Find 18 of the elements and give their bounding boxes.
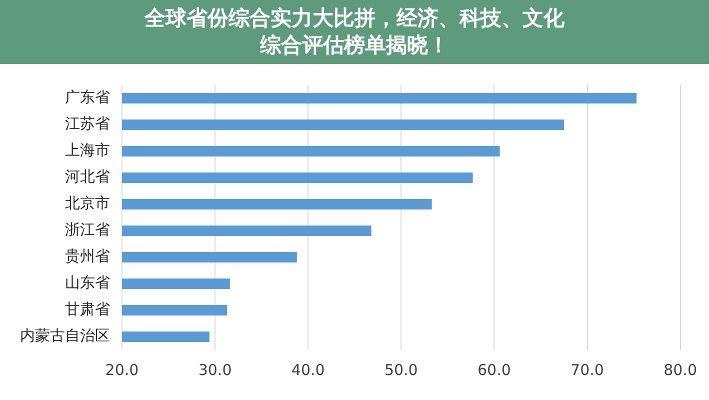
x-tick-label: 30.0	[198, 360, 232, 379]
x-tick-label: 60.0	[477, 360, 511, 379]
y-tick-label: 广东省	[65, 88, 110, 106]
y-tick-label: 贵州省	[65, 247, 110, 266]
x-tick-label: 40.0	[291, 360, 325, 379]
y-tick-label: 江苏省	[65, 114, 110, 133]
x-tick-label: 20.0	[105, 360, 139, 379]
y-tick-label: 上海市	[65, 141, 110, 160]
chart-title: 全球省份综合实力大比拼，经济、科技、文化综合评估榜单揭晓！	[143, 5, 566, 59]
y-tick-label: 甘肃省	[65, 300, 110, 318]
x-tick-label: 80.0	[664, 360, 698, 379]
y-tick-label: 河北省	[65, 168, 110, 186]
y-tick-label: 浙江省	[65, 220, 110, 239]
y-tick-label: 北京市	[65, 194, 110, 212]
x-tick-label: 50.0	[384, 360, 418, 379]
y-tick-label: 山东省	[65, 274, 110, 292]
x-tick-label: 70.0	[570, 360, 604, 379]
y-tick-label: 内蒙古自治区	[20, 326, 110, 345]
